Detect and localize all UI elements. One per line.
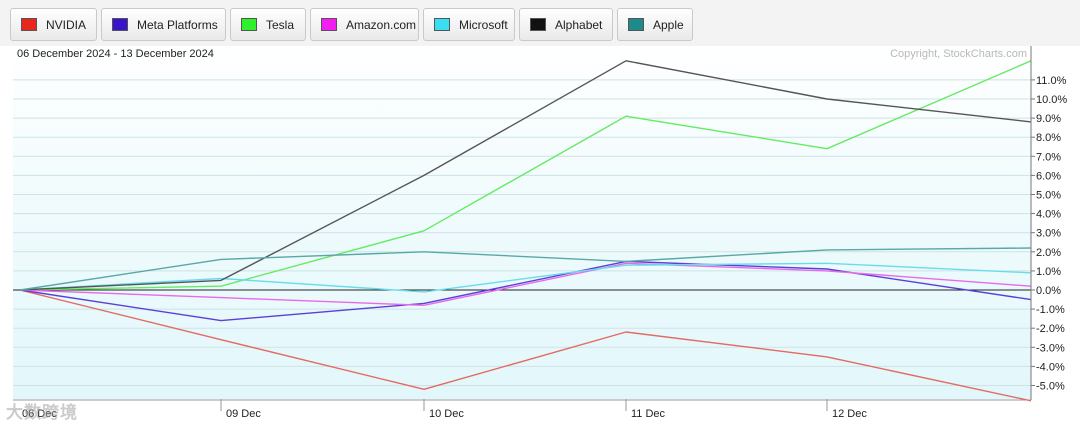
legend-bar: NVIDIA Meta Platforms Tesla Amazon.com Micro… [0, 0, 1080, 46]
y-tick-label: -1.0% [1036, 304, 1065, 316]
legend-button-tesla[interactable]: Tesla [230, 8, 306, 41]
y-tick-label: 10.0% [1036, 94, 1067, 106]
x-tick-label: 06 Dec [22, 408, 57, 420]
series-line-apple [19, 247, 1032, 291]
x-tick-label: 10 Dec [429, 408, 464, 420]
legend-swatch-amazon-com [321, 18, 337, 31]
y-tick-label: 7.0% [1036, 151, 1061, 163]
legend-button-apple[interactable]: Apple [617, 8, 693, 41]
legend-label-nvidia: NVIDIA [46, 17, 87, 32]
legend-button-microsoft[interactable]: Microsoft [423, 8, 515, 41]
series-line-nvidia [19, 289, 1032, 402]
legend-swatch-meta-platforms [112, 18, 128, 31]
y-tick-label: -3.0% [1036, 342, 1065, 354]
y-tick-label: 8.0% [1036, 132, 1061, 144]
y-tick-label: 5.0% [1036, 190, 1061, 202]
x-axis: 06 Dec 09 Dec 10 Dec 11 Dec 12 Dec [13, 399, 1031, 420]
series-line-microsoft [19, 262, 1032, 293]
y-tick-label: 1.0% [1036, 266, 1061, 278]
y-tick-label: -2.0% [1036, 323, 1065, 335]
x-tick-label: 09 Dec [226, 408, 261, 420]
legend-label-apple: Apple [653, 17, 684, 32]
y-tick-label: 11.0% [1036, 75, 1067, 87]
legend-swatch-alphabet [530, 18, 546, 31]
plot-area [13, 46, 1031, 399]
y-tick-label: 0.0% [1036, 285, 1061, 297]
legend-label-microsoft: Microsoft [459, 17, 508, 32]
y-tick-label: -5.0% [1036, 381, 1065, 393]
copyright-text: Copyright, StockCharts.com [890, 48, 1027, 60]
watermark-text: 大数跨境 [6, 403, 78, 422]
legend-swatch-nvidia [21, 18, 37, 31]
legend-label-alphabet: Alphabet [555, 17, 603, 32]
legend-swatch-apple [628, 18, 644, 31]
y-tick-label: 4.0% [1036, 209, 1061, 221]
legend-button-meta-platforms[interactable]: Meta Platforms [101, 8, 226, 41]
legend-label-tesla: Tesla [266, 17, 295, 32]
series-line-amazon-com [19, 262, 1032, 306]
legend-button-amazon-com[interactable]: Amazon.com [310, 8, 419, 41]
series-line-tesla [19, 60, 1032, 291]
y-tick-label: 6.0% [1036, 170, 1061, 182]
legend-label-amazon-com: Amazon.com [346, 17, 417, 32]
y-tick-label: 3.0% [1036, 228, 1061, 240]
y-tick-label: 9.0% [1036, 113, 1061, 125]
y-axis: 11.0% 10.0% 9.0% 8.0% 7.0% 6.0% 5.0% 4.0% 3.0% 2.… [1031, 75, 1067, 393]
legend-button-nvidia[interactable]: NVIDIA [10, 8, 97, 41]
legend-label-meta-platforms: Meta Platforms [137, 17, 218, 32]
legend-swatch-microsoft [434, 18, 450, 31]
legend-button-alphabet[interactable]: Alphabet [519, 8, 613, 41]
y-tick-label: -4.0% [1036, 361, 1065, 373]
x-tick-label: 12 Dec [832, 408, 867, 420]
series-group [19, 60, 1032, 402]
y-tick-label: 2.0% [1036, 247, 1061, 259]
x-tick-label: 11 Dec [631, 408, 666, 420]
legend-swatch-tesla [241, 18, 257, 31]
series-line-alphabet [19, 60, 1032, 291]
chart-subtitle: 06 December 2024 - 13 December 2024 [17, 48, 214, 60]
